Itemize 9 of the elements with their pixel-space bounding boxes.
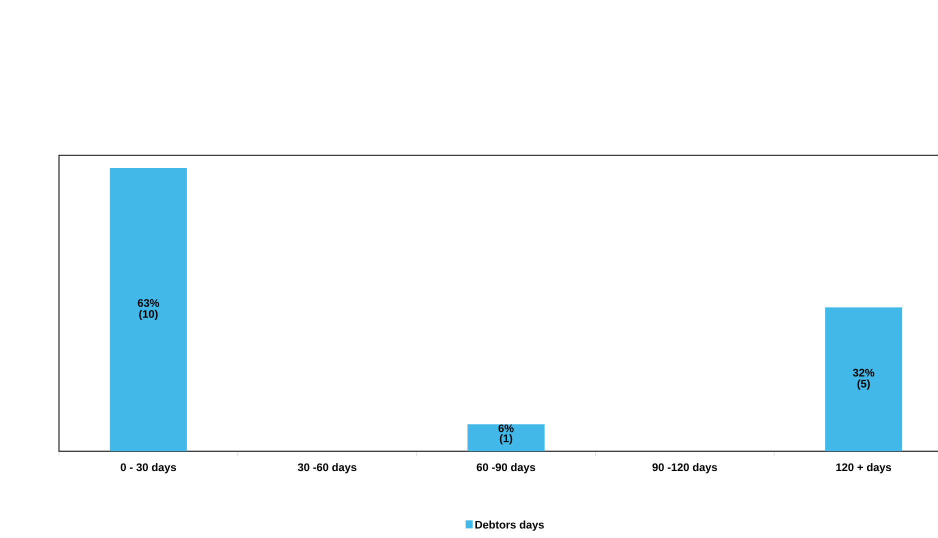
- data-label: 63% (10): [138, 299, 160, 320]
- data-label: 6% (1): [498, 424, 514, 444]
- legend-label: Debtors days: [475, 520, 544, 531]
- x-tick-label: 120 + days: [836, 463, 892, 474]
- x-tick-label: 30 -60 days: [298, 463, 356, 474]
- data-label: 32% (5): [852, 368, 874, 390]
- x-tick-label: 0 - 30 days: [120, 463, 176, 474]
- x-tick-label: 90 -120 days: [652, 463, 718, 474]
- x-tick-label: 60 -90 days: [476, 463, 536, 474]
